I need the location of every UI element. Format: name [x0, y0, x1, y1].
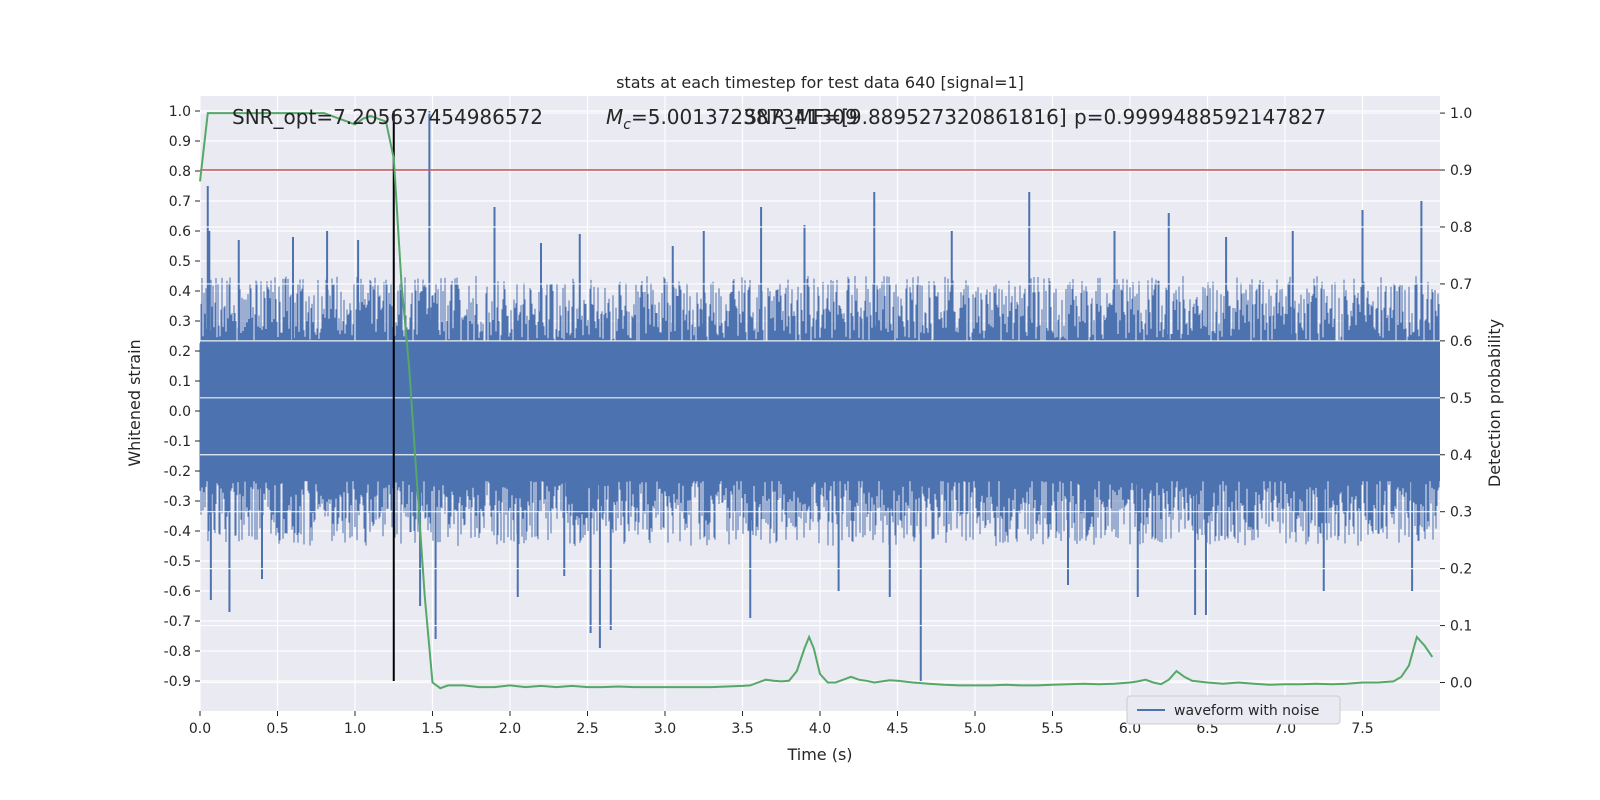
- y-tick-label: -0.9: [164, 674, 191, 690]
- y-right-tick-label: 0.2: [1450, 562, 1472, 578]
- x-axis-label: Time (s): [786, 745, 852, 764]
- detection-probability-line: [199, 112, 1434, 690]
- y-right-tick-label: 0.7: [1450, 277, 1472, 293]
- x-tick-label: 2.5: [576, 721, 598, 737]
- y-tick-label: -0.6: [164, 584, 191, 600]
- x-ticks: 0.0 0.5 1.0 1.5 2.0 2.5 3.0 3.5 4.0 4.5 5.0 5.5 6.0 6…: [189, 711, 1374, 737]
- x-tick-label: 6.0: [1119, 721, 1141, 737]
- annotation-mc-subscript: c: [623, 117, 631, 133]
- x-tick-label: 4.0: [809, 721, 831, 737]
- annotation-mc-value: =5.001372387341309: [631, 105, 858, 129]
- y-tick-label: 1.0: [169, 104, 191, 120]
- y-right-tick-label: 1.0: [1450, 106, 1472, 122]
- y-tick-label: 0.5: [169, 254, 191, 270]
- y-tick-label: 0.8: [169, 164, 191, 180]
- y-tick-label: -0.8: [164, 644, 191, 660]
- x-tick-label: 7.0: [1274, 721, 1296, 737]
- y-tick-label: -0.7: [164, 614, 191, 630]
- y-tick-label: -0.4: [164, 524, 191, 540]
- y-tick-label: 0.6: [169, 224, 191, 240]
- y-tick-label: 0.4: [169, 284, 191, 300]
- x-tick-label: 6.5: [1196, 721, 1218, 737]
- y-ticks: -0.9 -0.8 -0.7 -0.6 -0.5 -0.4 -0.3 -0.2 -0.1 0.0 0…: [164, 104, 200, 690]
- waveform-spikes: [206, 111, 1423, 681]
- chart-title: stats at each timestep for test data 640…: [616, 73, 1024, 92]
- x-tick-label: 3.5: [731, 721, 753, 737]
- legend: waveform with noise: [1126, 695, 1341, 725]
- y-tick-label: 0.2: [169, 344, 191, 360]
- y-right-tick-label: 0.4: [1450, 448, 1472, 464]
- y-ticks-right: 0.0 0.1 0.2 0.3 0.4 0.5 0.6 0.7 0.8 0.9 1.0: [1440, 106, 1472, 692]
- y-right-tick-label: 0.5: [1450, 391, 1472, 407]
- y-tick-label: 0.1: [169, 374, 191, 390]
- x-tick-label: 7.5: [1351, 721, 1373, 737]
- y-tick-label: -0.1: [164, 434, 191, 450]
- y-right-tick-label: 0.0: [1450, 676, 1472, 692]
- y-right-tick-label: 0.1: [1450, 619, 1472, 635]
- annotation-p: p=0.9999488592147827: [1074, 105, 1326, 129]
- annotation-mc-symbol: M: [606, 105, 623, 129]
- x-tick-label: 1.0: [344, 721, 366, 737]
- y-tick-label: 0.3: [169, 314, 191, 330]
- x-tick-label: 4.5: [886, 721, 908, 737]
- y-tick-label: 0.7: [169, 194, 191, 210]
- x-tick-label: 1.5: [421, 721, 443, 737]
- x-tick-label: 5.0: [964, 721, 986, 737]
- annotation-snr-opt: SNR_opt=7.205637454986572: [232, 105, 543, 129]
- y-axis-label-right: Detection probability: [1485, 319, 1504, 487]
- waveform-noise: [199, 276, 1440, 546]
- x-tick-label: 3.0: [654, 721, 676, 737]
- legend-label: waveform with noise: [1174, 703, 1319, 719]
- y-axis-label: Whitened strain: [125, 339, 144, 466]
- annotation-mc: Mc=5.001372387341309: [606, 105, 858, 133]
- y-tick-label: 0.0: [169, 404, 191, 420]
- y-tick-label: -0.5: [164, 554, 191, 570]
- x-tick-label: 0.5: [266, 721, 288, 737]
- y-right-tick-label: 0.6: [1450, 334, 1472, 350]
- y-right-tick-label: 0.3: [1450, 505, 1472, 521]
- y-right-tick-label: 0.8: [1450, 220, 1472, 236]
- y-tick-label: 0.9: [169, 134, 191, 150]
- annotation-snr-mf: SNR_MF=[9.889527320861816]: [744, 105, 1067, 129]
- x-tick-label: 0.0: [189, 721, 211, 737]
- y-tick-label: -0.3: [164, 494, 191, 510]
- y-right-tick-label: 0.9: [1450, 163, 1472, 179]
- legend-box: [1126, 695, 1341, 725]
- x-tick-label: 5.5: [1041, 721, 1063, 737]
- x-tick-label: 2.0: [499, 721, 521, 737]
- y-tick-label: -0.2: [164, 464, 191, 480]
